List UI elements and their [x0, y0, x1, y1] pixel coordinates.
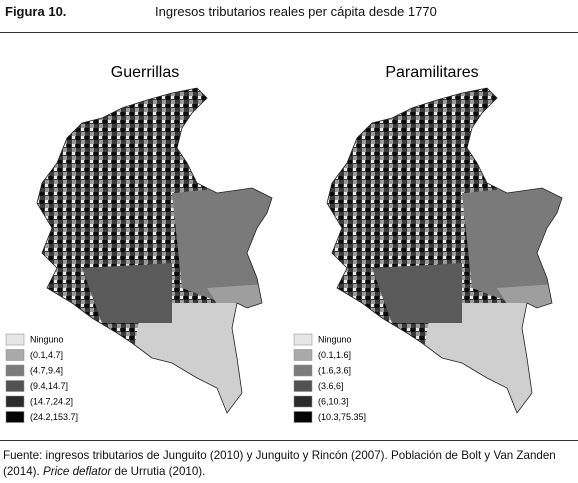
legend-label: (24.2,153.7] — [30, 412, 78, 422]
legend-swatch — [5, 364, 25, 377]
map-title: Guerrillas — [111, 64, 179, 81]
legend-label: (9.4,14.7] — [30, 381, 68, 391]
legend-swatch — [293, 333, 313, 346]
legend-label: (1.6,3.6] — [318, 365, 351, 375]
figure-label: Figura 10. — [5, 4, 67, 19]
legend-swatch — [5, 380, 25, 392]
legend-swatch — [293, 364, 313, 377]
legend-swatch — [5, 411, 25, 423]
source-note: Fuente: ingresos tributarios de Junguito… — [3, 448, 575, 480]
figure-title: Ingresos tributarios reales per cápita d… — [155, 4, 437, 19]
legend-label: (3.6,6] — [318, 381, 344, 391]
source-text: de Urrutia (2010). — [114, 465, 206, 478]
legend-swatch — [5, 349, 25, 361]
legend-label: (0.1,1.6] — [318, 350, 351, 360]
legend-swatch — [293, 380, 313, 392]
legend-label: (0.1,4.7] — [30, 350, 63, 360]
maps: Guerrillas Ninguno (0.1,4.7] (4.7,9.4] (9.4,… — [5, 64, 578, 423]
legend-label: (6,10.3] — [318, 396, 349, 406]
legend-swatch — [5, 395, 25, 408]
legend-label: Ninguno — [318, 334, 352, 344]
legend-swatch — [293, 411, 313, 423]
rule — [0, 32, 578, 33]
legend-swatch — [293, 349, 313, 361]
legend-swatch — [293, 395, 313, 408]
legend-label: (10.3,75.35] — [318, 412, 366, 422]
source-italic: Price deflator — [42, 465, 112, 478]
legend-label: (4.7,9.4] — [30, 365, 63, 375]
source-text: Fuente: ingresos tributarios de Junguito… — [3, 449, 556, 478]
rule — [0, 440, 578, 441]
map-title: Paramilitares — [385, 64, 478, 81]
legend-swatch — [5, 333, 25, 346]
legend-label: Ninguno — [30, 334, 64, 344]
legend-label: (14.7,24.2] — [30, 396, 73, 406]
